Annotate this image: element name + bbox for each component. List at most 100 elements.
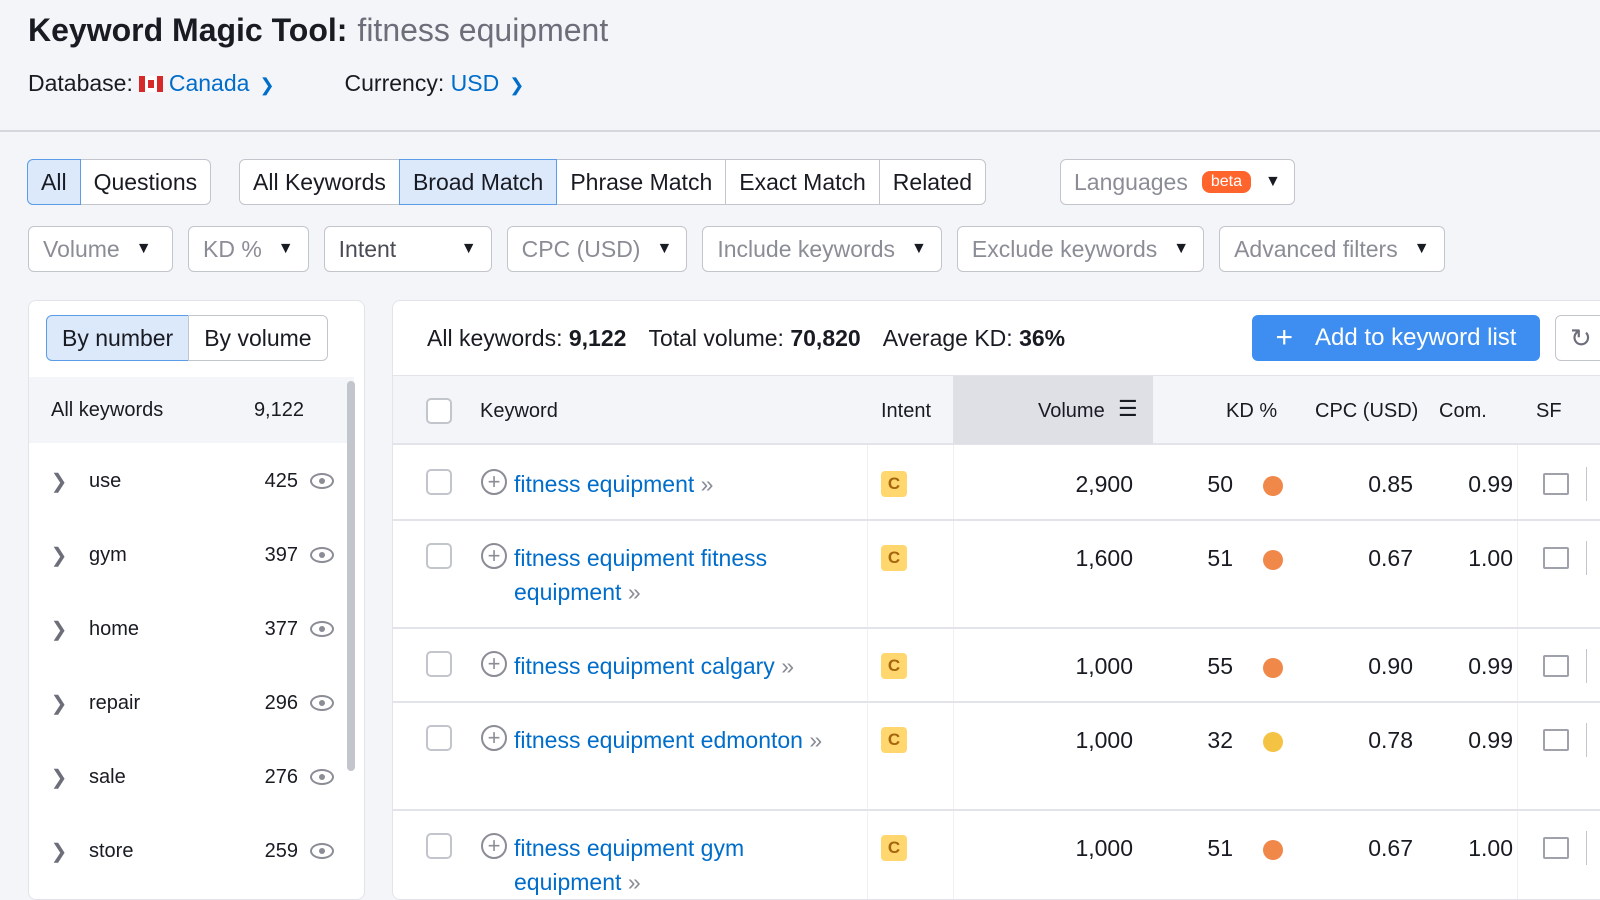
group-count: 259	[264, 839, 298, 862]
tab-phrase-match[interactable]: Phrase Match	[556, 159, 727, 205]
filter-include-keywords[interactable]: Include keywords ▼	[702, 226, 942, 272]
serp-icon[interactable]	[1543, 655, 1569, 677]
keyword-link[interactable]: fitness equipment gym equipment »	[514, 831, 844, 899]
refresh-button[interactable]: ↻	[1555, 315, 1600, 361]
sort-icon[interactable]: ☰	[1118, 396, 1138, 421]
group-item[interactable]: ❯ use 425	[29, 461, 354, 501]
filter-kd[interactable]: KD % ▼	[188, 226, 309, 272]
group-item[interactable]: ❯ sale 276	[29, 757, 354, 797]
chevron-right-icon[interactable]: ❯	[50, 840, 68, 863]
col-com[interactable]: Com.	[1439, 400, 1487, 422]
languages-dropdown[interactable]: Languages beta ▼	[1060, 159, 1295, 205]
eye-icon[interactable]	[310, 843, 334, 859]
divider	[953, 445, 954, 899]
group-label: repair	[89, 691, 141, 714]
intent-badge: C	[881, 835, 907, 861]
chevron-right-icon[interactable]: ❯	[50, 766, 68, 789]
row-checkbox[interactable]	[426, 543, 452, 569]
group-label: use	[89, 469, 122, 492]
stat-value: 9,122	[568, 325, 627, 351]
col-intent[interactable]: Intent	[881, 400, 932, 422]
currency-selector[interactable]: Currency: USD ❯	[345, 70, 525, 97]
keyword-link[interactable]: fitness equipment edmonton »	[514, 723, 844, 757]
double-chevron-icon[interactable]: »	[700, 471, 714, 497]
add-to-keyword-list-button[interactable]: + Add to keyword list	[1252, 315, 1540, 361]
eye-icon[interactable]	[310, 695, 334, 711]
filter-label: Intent	[338, 235, 397, 262]
col-volume[interactable]: Volume	[1038, 400, 1105, 422]
add-keyword-icon[interactable]: +	[481, 725, 507, 751]
keyword-link[interactable]: fitness equipment »	[514, 467, 844, 501]
group-all-keywords[interactable]: All keywords 9,122	[29, 377, 354, 443]
com-value: 0.99	[1468, 727, 1513, 753]
add-keyword-icon[interactable]: +	[481, 833, 507, 859]
plus-icon: +	[1275, 321, 1294, 354]
filter-label: Advanced filters	[1234, 235, 1398, 262]
chevron-right-icon[interactable]: ❯	[50, 618, 68, 641]
serp-icon[interactable]	[1543, 837, 1569, 859]
keyword-text: fitness equipment calgary	[514, 653, 775, 679]
double-chevron-icon[interactable]: »	[627, 579, 641, 605]
eye-icon[interactable]	[310, 473, 334, 489]
tab-broad-match[interactable]: Broad Match	[398, 159, 558, 205]
col-kd[interactable]: KD %	[1226, 400, 1278, 422]
double-chevron-icon[interactable]: »	[809, 727, 823, 753]
add-keyword-icon[interactable]: +	[481, 469, 507, 495]
group-item[interactable]: ❯ gym 397	[29, 535, 354, 575]
group-item[interactable]: ❯ home 377	[29, 609, 354, 649]
kd-value: 51	[1207, 835, 1233, 861]
table-row: + fitness equipment » C 2,900 50 0.85 0.…	[393, 447, 1600, 521]
eye-icon[interactable]	[310, 769, 334, 785]
volume-value: 1,600	[1075, 545, 1133, 571]
row-checkbox[interactable]	[426, 469, 452, 495]
by-number-button[interactable]: By number	[46, 315, 190, 361]
group-count: 425	[264, 469, 298, 492]
chevron-right-icon[interactable]: ❯	[50, 692, 68, 715]
col-cpc[interactable]: CPC (USD)	[1315, 400, 1419, 422]
stat-all: All keywords: 9,122	[427, 325, 626, 352]
row-checkbox[interactable]	[426, 833, 452, 859]
add-keyword-icon[interactable]: +	[481, 651, 507, 677]
chevron-right-icon[interactable]: ❯	[50, 544, 68, 567]
chevron-right-icon[interactable]: ❯	[50, 470, 68, 493]
tab-all-keywords[interactable]: All Keywords	[239, 159, 400, 205]
kd-dot	[1263, 476, 1283, 496]
scrollbar[interactable]	[347, 381, 355, 771]
filter-exclude-keywords[interactable]: Exclude keywords ▼	[956, 226, 1205, 272]
add-keyword-icon[interactable]: +	[481, 543, 507, 569]
filter-cpc[interactable]: CPC (USD) ▼	[506, 226, 688, 272]
eye-icon[interactable]	[310, 547, 334, 563]
chevron-down-icon: ▼	[1264, 173, 1281, 190]
by-volume-button[interactable]: By volume	[188, 315, 328, 361]
serp-icon[interactable]	[1543, 729, 1569, 751]
tab-related[interactable]: Related	[878, 159, 987, 205]
group-item[interactable]: ❯ store 259	[29, 831, 354, 871]
row-checkbox[interactable]	[426, 725, 452, 751]
tab-all[interactable]: All	[27, 159, 81, 205]
col-sf[interactable]: SF	[1536, 400, 1562, 422]
filter-advanced[interactable]: Advanced filters ▼	[1219, 226, 1445, 272]
serp-icon[interactable]	[1543, 473, 1569, 495]
chevron-down-icon: ▼	[135, 240, 152, 257]
eye-icon[interactable]	[310, 621, 334, 637]
database-selector[interactable]: Database: Canada ❯	[28, 70, 275, 97]
type-tabs: All Questions	[27, 159, 212, 205]
select-all-checkbox[interactable]	[426, 398, 452, 424]
double-chevron-icon[interactable]: »	[781, 653, 794, 679]
tab-exact-match[interactable]: Exact Match	[725, 159, 880, 205]
tab-questions[interactable]: Questions	[79, 159, 212, 205]
table-row: + fitness equipment fitness equipment » …	[393, 521, 1600, 629]
double-chevron-icon[interactable]: »	[627, 869, 641, 895]
row-checkbox[interactable]	[426, 651, 452, 677]
group-count: 9,122	[253, 398, 304, 421]
keyword-link[interactable]: fitness equipment fitness equipment »	[514, 541, 844, 609]
col-keyword[interactable]: Keyword	[480, 400, 558, 422]
filter-intent[interactable]: Intent ▼	[323, 226, 492, 272]
chevron-down-icon: ▼	[1173, 240, 1190, 257]
summary-stats: All keywords: 9,122 Total volume: 70,820…	[427, 325, 1065, 352]
group-item[interactable]: ❯ repair 296	[29, 683, 354, 723]
serp-icon[interactable]	[1543, 547, 1569, 569]
keyword-link[interactable]: fitness equipment calgary »	[514, 649, 844, 683]
filter-volume[interactable]: Volume ▼	[28, 226, 173, 272]
intent-badge: C	[881, 471, 907, 497]
